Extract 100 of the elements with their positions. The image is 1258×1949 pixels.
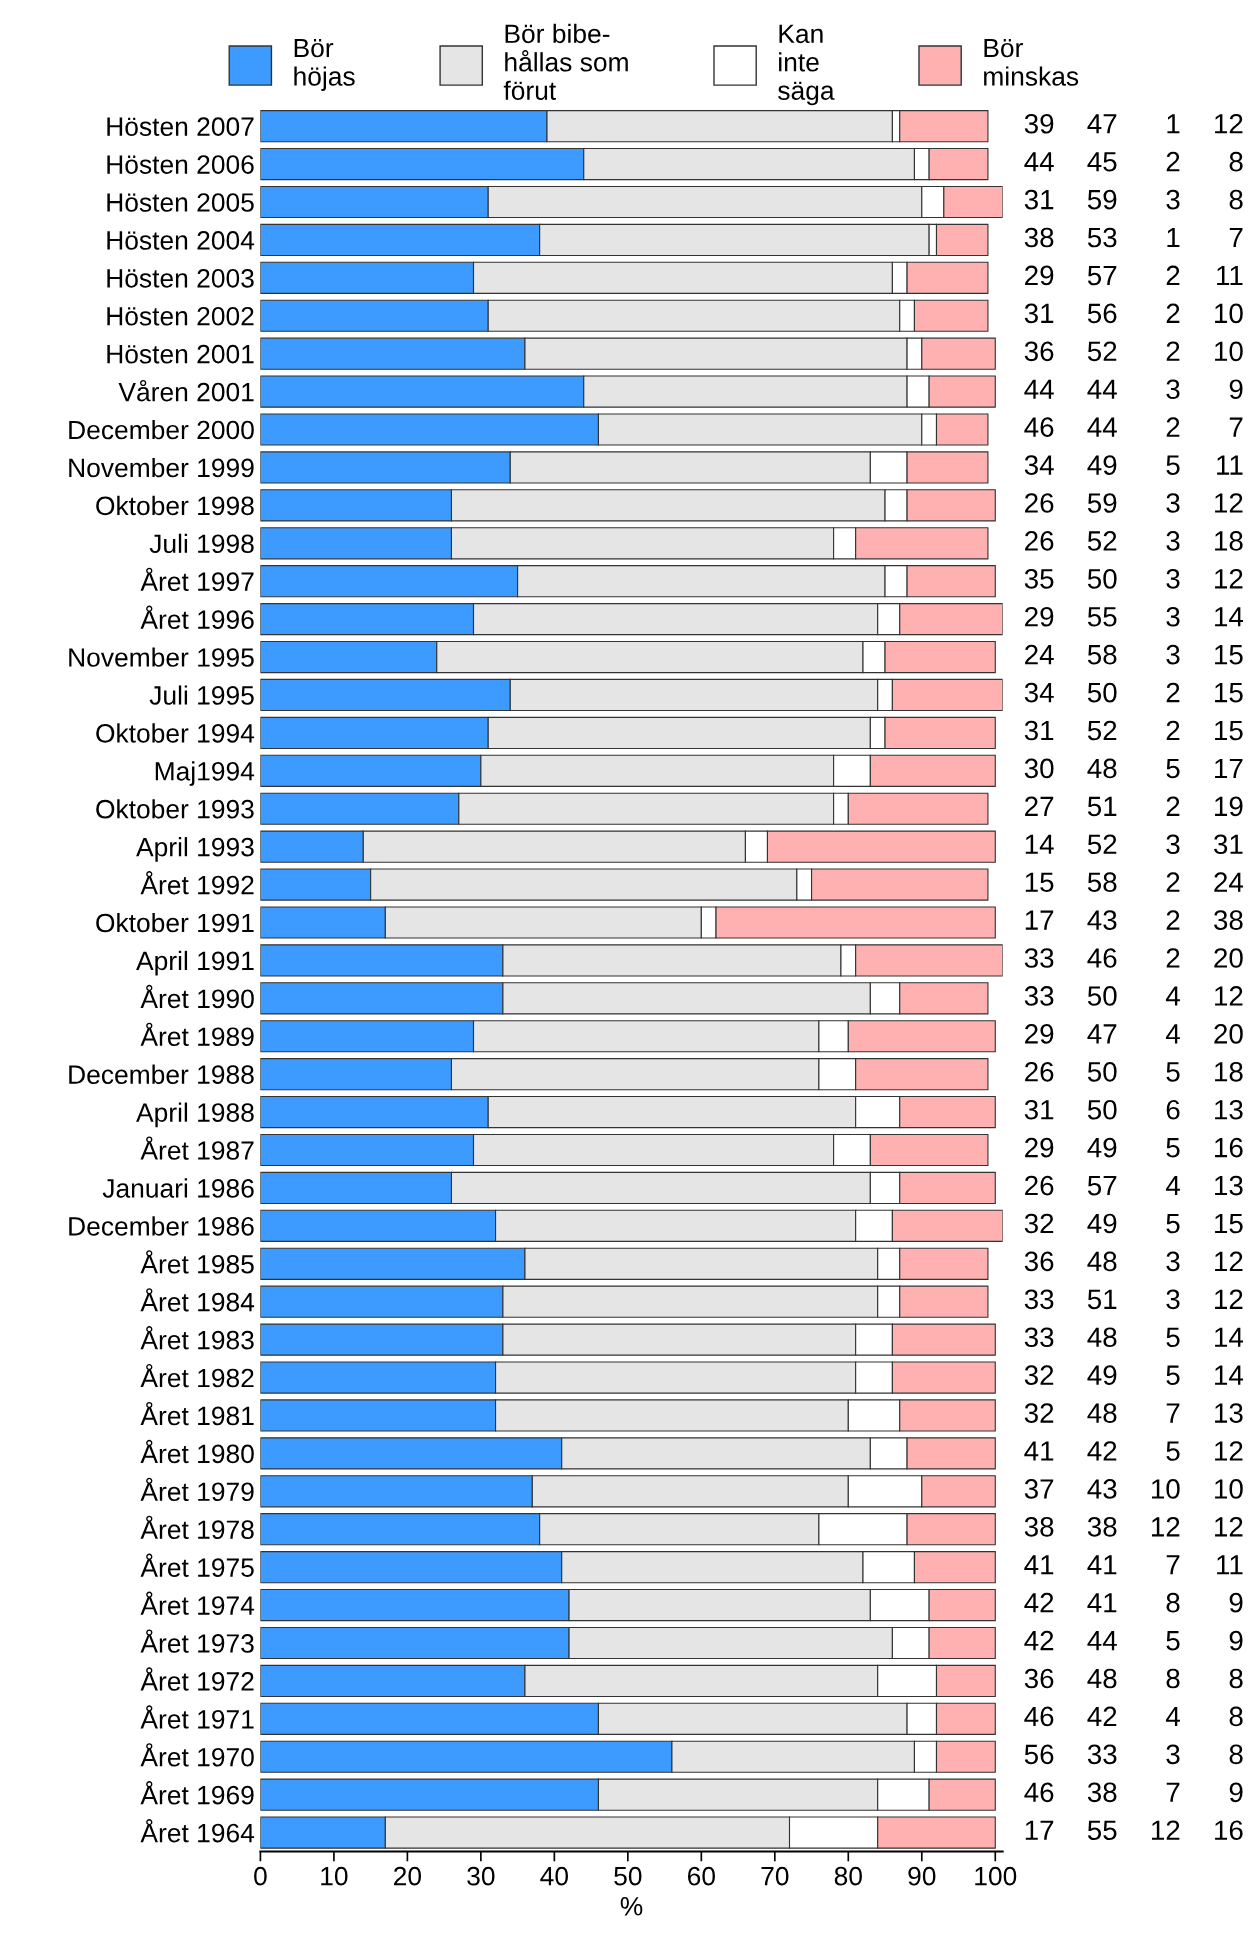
y-tick-label: Året 1973 (140, 1629, 254, 1653)
legend-label: Bör bibe- hållas som förut (503, 23, 628, 100)
data-label: 18 (1215, 531, 1243, 551)
data-label: 8 (1166, 1592, 1180, 1613)
x-tick-label: 100 (975, 1866, 1017, 1886)
data-label: 1 (1167, 114, 1180, 134)
data-label: 15 (1215, 1213, 1243, 1234)
data-label: 49 (1087, 1365, 1117, 1385)
data-label: 12 (1215, 1251, 1243, 1271)
data-label: 48 (1087, 1327, 1117, 1348)
y-tick-label: Året 1983 (140, 1326, 254, 1350)
y-tick-label: April 1991 (136, 950, 254, 976)
data-label: 3 (1166, 1289, 1180, 1310)
data-label: 8 (1229, 189, 1243, 210)
data-label: 18 (1215, 1061, 1243, 1082)
data-label: 8 (1229, 1706, 1243, 1727)
data-label: 41 (1024, 1441, 1054, 1461)
data-label: 26 (1025, 1061, 1054, 1082)
data-label: 32 (1024, 1213, 1054, 1234)
data-label: 29 (1025, 1137, 1054, 1158)
data-label: 5 (1166, 1327, 1180, 1348)
data-label: 29 (1025, 1024, 1054, 1044)
data-label: 2 (1166, 151, 1180, 172)
data-label: 12 (1151, 1517, 1180, 1537)
data-label: 15 (1215, 683, 1243, 703)
data-label: 43 (1087, 910, 1117, 930)
y-tick-label: Oktober 1998 (96, 495, 254, 516)
x-tick-label: 40 (540, 1866, 568, 1886)
data-label: 12 (1215, 1517, 1243, 1537)
y-tick-label: Juli 1995 (149, 685, 254, 705)
data-label: 58 (1087, 872, 1117, 893)
data-label: 51 (1087, 1289, 1117, 1310)
data-label: 31 (1024, 720, 1054, 741)
data-label: 41 (1024, 1555, 1054, 1575)
y-tick-label: Året 1985 (140, 1250, 254, 1274)
data-label: 41 (1087, 1555, 1117, 1575)
data-label: 16 (1215, 1137, 1243, 1158)
data-label: 38 (1087, 1517, 1117, 1537)
data-label: 15 (1215, 645, 1243, 665)
y-tick-label: April 1993 (136, 837, 254, 862)
data-label: 52 (1087, 720, 1117, 741)
x-tick-label: 70 (761, 1866, 789, 1886)
data-label: 42 (1024, 1592, 1054, 1613)
data-label: 31 (1214, 834, 1243, 855)
data-label: 36 (1024, 341, 1054, 362)
data-label: 29 (1025, 265, 1054, 286)
y-tick-label: Året 1979 (140, 1477, 254, 1502)
y-tick-label: Hösten 2006 (107, 155, 254, 174)
data-label: 11 (1217, 1555, 1243, 1575)
data-label: 7 (1166, 1555, 1180, 1575)
data-label: 33 (1024, 1289, 1054, 1310)
data-label: 46 (1024, 1782, 1054, 1803)
legend-label: Kan inte säga (778, 24, 835, 106)
data-label: 20 (1214, 1024, 1243, 1044)
data-label: 44 (1087, 379, 1117, 399)
y-tick-label: Året 1972 (140, 1667, 254, 1691)
data-label: 38 (1214, 910, 1243, 930)
y-tick-label: Året 1975 (140, 1553, 254, 1577)
data-label: 2 (1166, 417, 1180, 437)
data-label: 12 (1151, 1820, 1180, 1840)
data-label: 42 (1087, 1441, 1117, 1461)
y-tick-label: Oktober 1991 (96, 912, 254, 933)
data-label: 57 (1087, 265, 1117, 286)
data-label: 5 (1166, 1441, 1180, 1461)
data-label: 48 (1087, 1668, 1117, 1689)
y-tick-label: Hösten 2005 (107, 193, 254, 212)
data-label: 48 (1087, 1251, 1117, 1272)
data-label: 5 (1166, 1062, 1180, 1082)
data-label: 12 (1215, 986, 1243, 1006)
data-label: 3 (1166, 1251, 1180, 1272)
data-label: 26 (1025, 531, 1054, 551)
data-label: 46 (1087, 948, 1117, 968)
data-label: 3 (1166, 1744, 1180, 1765)
y-tick-label: Hösten 2004 (107, 231, 255, 250)
data-label: 8 (1229, 1668, 1243, 1689)
data-label: 7 (1166, 1403, 1180, 1423)
data-label: 55 (1087, 607, 1117, 627)
y-tick-label: Året 1974 (140, 1591, 255, 1615)
data-label: 19 (1215, 796, 1243, 817)
data-label: 9 (1229, 1592, 1243, 1613)
data-label: 2 (1166, 682, 1180, 703)
data-label: 16 (1215, 1820, 1243, 1841)
y-tick-label: Året 1992 (140, 871, 254, 895)
y-tick-label: Året 1990 (140, 984, 254, 1009)
y-tick-label: Året 1980 (140, 1439, 254, 1464)
data-label: 4 (1165, 1176, 1180, 1196)
data-label: 49 (1087, 455, 1117, 475)
data-label: 2 (1166, 948, 1180, 968)
data-label: 2 (1166, 720, 1180, 741)
data-label: 5 (1166, 1138, 1180, 1158)
y-tick-label: April 1988 (136, 1102, 254, 1128)
data-label: 42 (1087, 1706, 1117, 1727)
data-label: 35 (1024, 568, 1054, 589)
data-label: 48 (1087, 758, 1117, 779)
y-tick-label: December 1988 (69, 1064, 254, 1084)
legend-label: Bör höjas (294, 38, 355, 91)
data-label: 3 (1166, 189, 1180, 210)
data-label: 31 (1024, 1099, 1054, 1120)
data-label: 10 (1215, 1479, 1243, 1499)
y-tick-label: Året 1989 (140, 1022, 254, 1047)
